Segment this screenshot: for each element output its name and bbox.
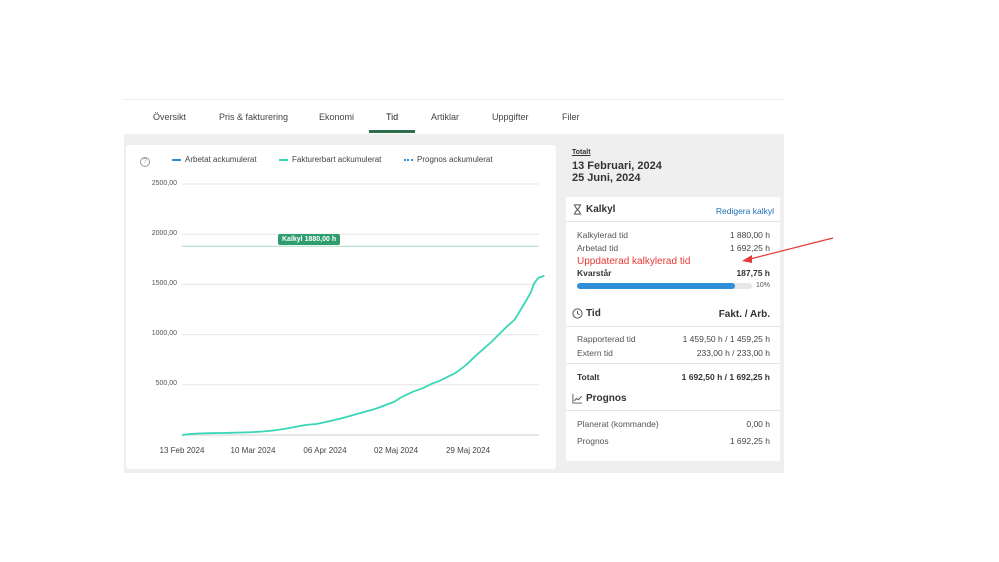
x-tick-label: 13 Feb 2024 bbox=[159, 446, 205, 455]
planerat-value: 0,00 h bbox=[746, 419, 770, 429]
legend-label: Arbetat ackumulerat bbox=[185, 155, 257, 164]
x-tick-label: 02 Maj 2024 bbox=[373, 446, 419, 455]
chart-card: ? Arbetat ackumulerat Fakturerbart ackum… bbox=[126, 145, 556, 469]
kalkyl-progress-bar bbox=[577, 283, 752, 289]
rapporterad-tid-label: Rapporterad tid bbox=[577, 334, 636, 344]
legend-swatch-fakturerbart bbox=[279, 158, 288, 161]
y-tick-label: 2000,00 bbox=[151, 230, 177, 237]
kalkyl-reference-label: Kalkyl 1880,00 h bbox=[278, 234, 341, 245]
extern-tid-label: Extern tid bbox=[577, 348, 613, 358]
series-line-fakturerbart bbox=[181, 274, 545, 436]
kalkylerad-tid-label: Kalkylerad tid bbox=[577, 230, 629, 240]
annotation-text: Uppdaterad kalkylerad tid bbox=[577, 256, 691, 267]
x-tick-label: 29 Maj 2024 bbox=[445, 446, 491, 455]
trend-chart-icon bbox=[572, 393, 583, 404]
active-tab-indicator bbox=[369, 130, 415, 133]
kvarstar-label: Kvarstår bbox=[577, 268, 612, 278]
help-icon[interactable]: ? bbox=[140, 157, 150, 167]
line-chart bbox=[181, 183, 545, 436]
planerat-label: Planerat (kommande) bbox=[577, 419, 659, 429]
legend-fakturerbart[interactable]: Fakturerbart ackumulerat bbox=[279, 155, 381, 164]
x-tick-label: 06 Apr 2024 bbox=[303, 446, 347, 455]
divider bbox=[566, 363, 780, 364]
tab-artiklar[interactable]: Artiklar bbox=[431, 112, 460, 122]
arbetad-tid-label: Arbetad tid bbox=[577, 243, 619, 253]
tid-total-value: 1 692,50 h / 1 692,25 h bbox=[681, 372, 770, 382]
tab-tid[interactable]: Tid bbox=[386, 112, 399, 122]
tab-ekonomi[interactable]: Ekonomi bbox=[319, 112, 355, 122]
end-date: 25 Juni, 2024 bbox=[572, 172, 641, 184]
legend-arbetat[interactable]: Arbetat ackumulerat bbox=[172, 155, 257, 164]
x-tick-label: 10 Mar 2024 bbox=[230, 446, 276, 455]
extern-tid-value: 233,00 h / 233,00 h bbox=[696, 348, 770, 358]
kalkylerad-tid-value: 1 880,00 h bbox=[729, 230, 770, 240]
summary-panel: Kalkyl Redigera kalkyl Kalkylerad tid 1 … bbox=[566, 197, 780, 461]
tid-column-header: Fakt. / Arb. bbox=[718, 309, 770, 320]
hourglass-icon bbox=[573, 204, 582, 215]
tab-content: ? Arbetat ackumulerat Fakturerbart ackum… bbox=[124, 134, 784, 473]
tab-oversikt[interactable]: Översikt bbox=[153, 112, 187, 122]
tid-total-label: Totalt bbox=[577, 372, 600, 382]
totalt-card: Totalt 13 Februari, 2024 25 Juni, 2024 bbox=[566, 144, 780, 189]
legend-label: Fakturerbart ackumulerat bbox=[292, 155, 382, 164]
rapporterad-tid-value: 1 459,50 h / 1 459,25 h bbox=[682, 334, 770, 344]
totalt-label: Totalt bbox=[572, 149, 591, 156]
prognos-value: 1 692,25 h bbox=[729, 436, 770, 446]
project-frame: Översikt Pris & fakturering Ekonomi Tid … bbox=[124, 99, 784, 473]
y-tick-label: 1500,00 bbox=[151, 280, 177, 287]
tab-uppgifter[interactable]: Uppgifter bbox=[492, 112, 529, 122]
legend-swatch-arbetat bbox=[172, 158, 181, 161]
kalkyl-title: Kalkyl bbox=[586, 204, 616, 215]
arbetad-tid-value: 1 692,25 h bbox=[729, 243, 770, 253]
divider bbox=[566, 326, 780, 327]
clock-icon bbox=[572, 308, 583, 319]
y-tick-label: 500,00 bbox=[155, 380, 177, 387]
y-tick-label: 1000,00 bbox=[151, 330, 177, 337]
legend-label: Prognos ackumulerat bbox=[417, 155, 493, 164]
prognos-title: Prognos bbox=[586, 393, 627, 404]
start-date: 13 Februari, 2024 bbox=[572, 160, 662, 172]
divider bbox=[566, 410, 780, 411]
tab-filer[interactable]: Filer bbox=[562, 112, 580, 122]
tab-pris-fakturering[interactable]: Pris & fakturering bbox=[219, 112, 289, 122]
kalkyl-progress-fill bbox=[577, 283, 735, 289]
legend-swatch-prognos bbox=[404, 158, 413, 161]
divider bbox=[566, 221, 780, 222]
prognos-label: Prognos bbox=[577, 436, 609, 446]
kvarstar-value: 187,75 h bbox=[736, 268, 770, 278]
progress-percentage: 10% bbox=[755, 282, 770, 289]
legend-prognos[interactable]: Prognos ackumulerat bbox=[404, 155, 493, 164]
tid-title: Tid bbox=[586, 308, 601, 319]
edit-kalkyl-link[interactable]: Redigera kalkyl bbox=[715, 206, 774, 216]
tab-bar: Översikt Pris & fakturering Ekonomi Tid … bbox=[124, 100, 784, 134]
y-tick-label: 2500,00 bbox=[151, 180, 177, 187]
